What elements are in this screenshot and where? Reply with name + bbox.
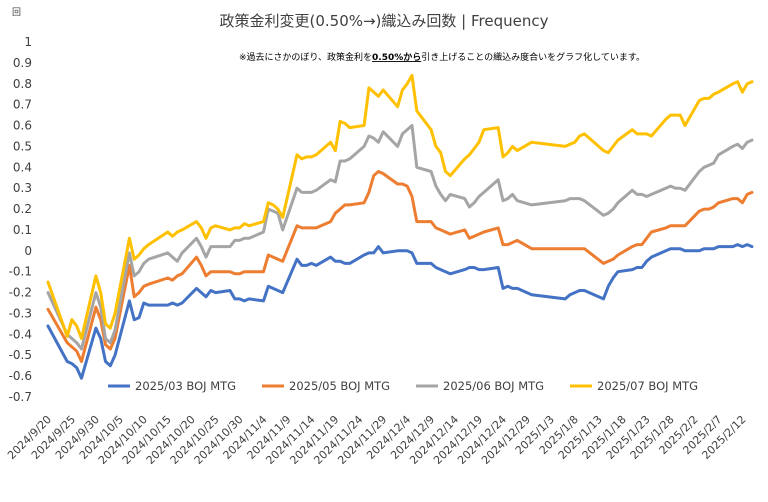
- series-line-3: [46, 73, 754, 340]
- legend: 2025/03 BOJ MTG 2025/05 BOJ MTG 2025/06 BO…: [108, 379, 698, 393]
- series-line-0: [46, 243, 754, 380]
- series-line-1: [46, 170, 754, 363]
- series-line-2: [46, 124, 754, 351]
- y-tick-label: -0.4: [9, 327, 32, 341]
- y-tick-label: -0.7: [9, 390, 32, 404]
- legend-label-2: 2025/06 BOJ MTG: [443, 379, 544, 393]
- y-axis-ticks: 1 0.9 0.8 0.7 0.6 0.5 0.4 0.3 0.2 0.1 0 -0.1 -0.2 -0.…: [9, 35, 32, 404]
- y-tick-label: 0.6: [13, 119, 32, 133]
- y-tick-label: -0.6: [9, 369, 32, 383]
- chart-title: 政策金利変更(0.50%→)織込み回数 | Frequency: [219, 12, 548, 30]
- y-tick-label: -0.3: [9, 306, 32, 320]
- subtitle-pre: ※過去にさかのぼり、政策金利を: [239, 51, 372, 63]
- y-tick-label: 0.2: [13, 202, 32, 216]
- y-tick-label: -0.5: [9, 348, 32, 362]
- corner-unit-label: 回: [12, 7, 21, 18]
- y-tick-label: 0.8: [13, 77, 32, 91]
- chart-subtitle: ※過去にさかのぼり、政策金利を0.50%から引き上げることの織込み度合いをグラフ…: [239, 51, 645, 63]
- x-axis-ticks: 2024/9/202024/9/252024/9/302024/10/52024…: [5, 413, 748, 467]
- y-tick-label: 0.4: [13, 160, 32, 174]
- y-tick-label: 0.5: [13, 139, 32, 153]
- y-tick-label: 1: [24, 35, 32, 49]
- legend-label-3: 2025/07 BOJ MTG: [597, 379, 698, 393]
- y-tick-label: 0.7: [13, 98, 32, 112]
- subtitle-emphasis: 0.50%から: [372, 52, 421, 63]
- y-tick-label: -0.2: [9, 286, 32, 300]
- y-tick-label: -0.1: [9, 265, 32, 279]
- y-tick-label: 0.1: [13, 223, 32, 237]
- y-tick-label: 0.9: [13, 56, 32, 70]
- y-tick-label: 0: [24, 244, 32, 258]
- legend-label-0: 2025/03 BOJ MTG: [135, 379, 236, 393]
- subtitle-post: 引き上げることの織込み度合いをグラフ化しています。: [421, 51, 645, 63]
- y-tick-label: 0.3: [13, 181, 32, 195]
- legend-label-1: 2025/05 BOJ MTG: [289, 379, 390, 393]
- series-lines: [46, 73, 754, 380]
